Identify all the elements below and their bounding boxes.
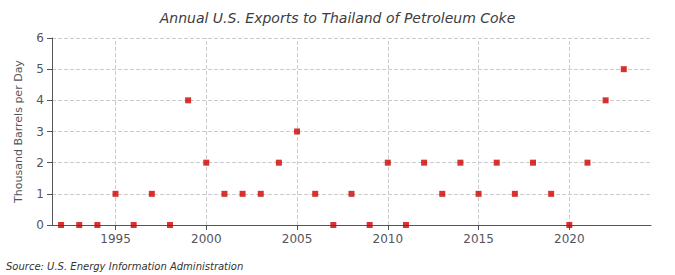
svg-text:1995: 1995	[100, 232, 131, 246]
svg-text:Thousand Barrels per Day: Thousand Barrels per Day	[12, 60, 25, 204]
svg-text:5: 5	[36, 62, 44, 76]
svg-text:1: 1	[36, 187, 44, 201]
svg-text:2020: 2020	[554, 232, 585, 246]
svg-text:4: 4	[36, 93, 44, 107]
svg-text:2010: 2010	[373, 232, 404, 246]
svg-text:0: 0	[36, 218, 44, 232]
svg-text:2005: 2005	[282, 232, 313, 246]
svg-text:3: 3	[36, 125, 44, 139]
svg-text:Source: U.S. Energy Informatio: Source: U.S. Energy Information Administ…	[6, 261, 243, 272]
svg-text:Annual U.S. Exports to Thailan: Annual U.S. Exports to Thailand of Petro…	[159, 10, 516, 26]
svg-text:2: 2	[36, 156, 44, 170]
svg-text:6: 6	[36, 31, 44, 45]
svg-text:2015: 2015	[463, 232, 494, 246]
svg-text:2000: 2000	[191, 232, 222, 246]
